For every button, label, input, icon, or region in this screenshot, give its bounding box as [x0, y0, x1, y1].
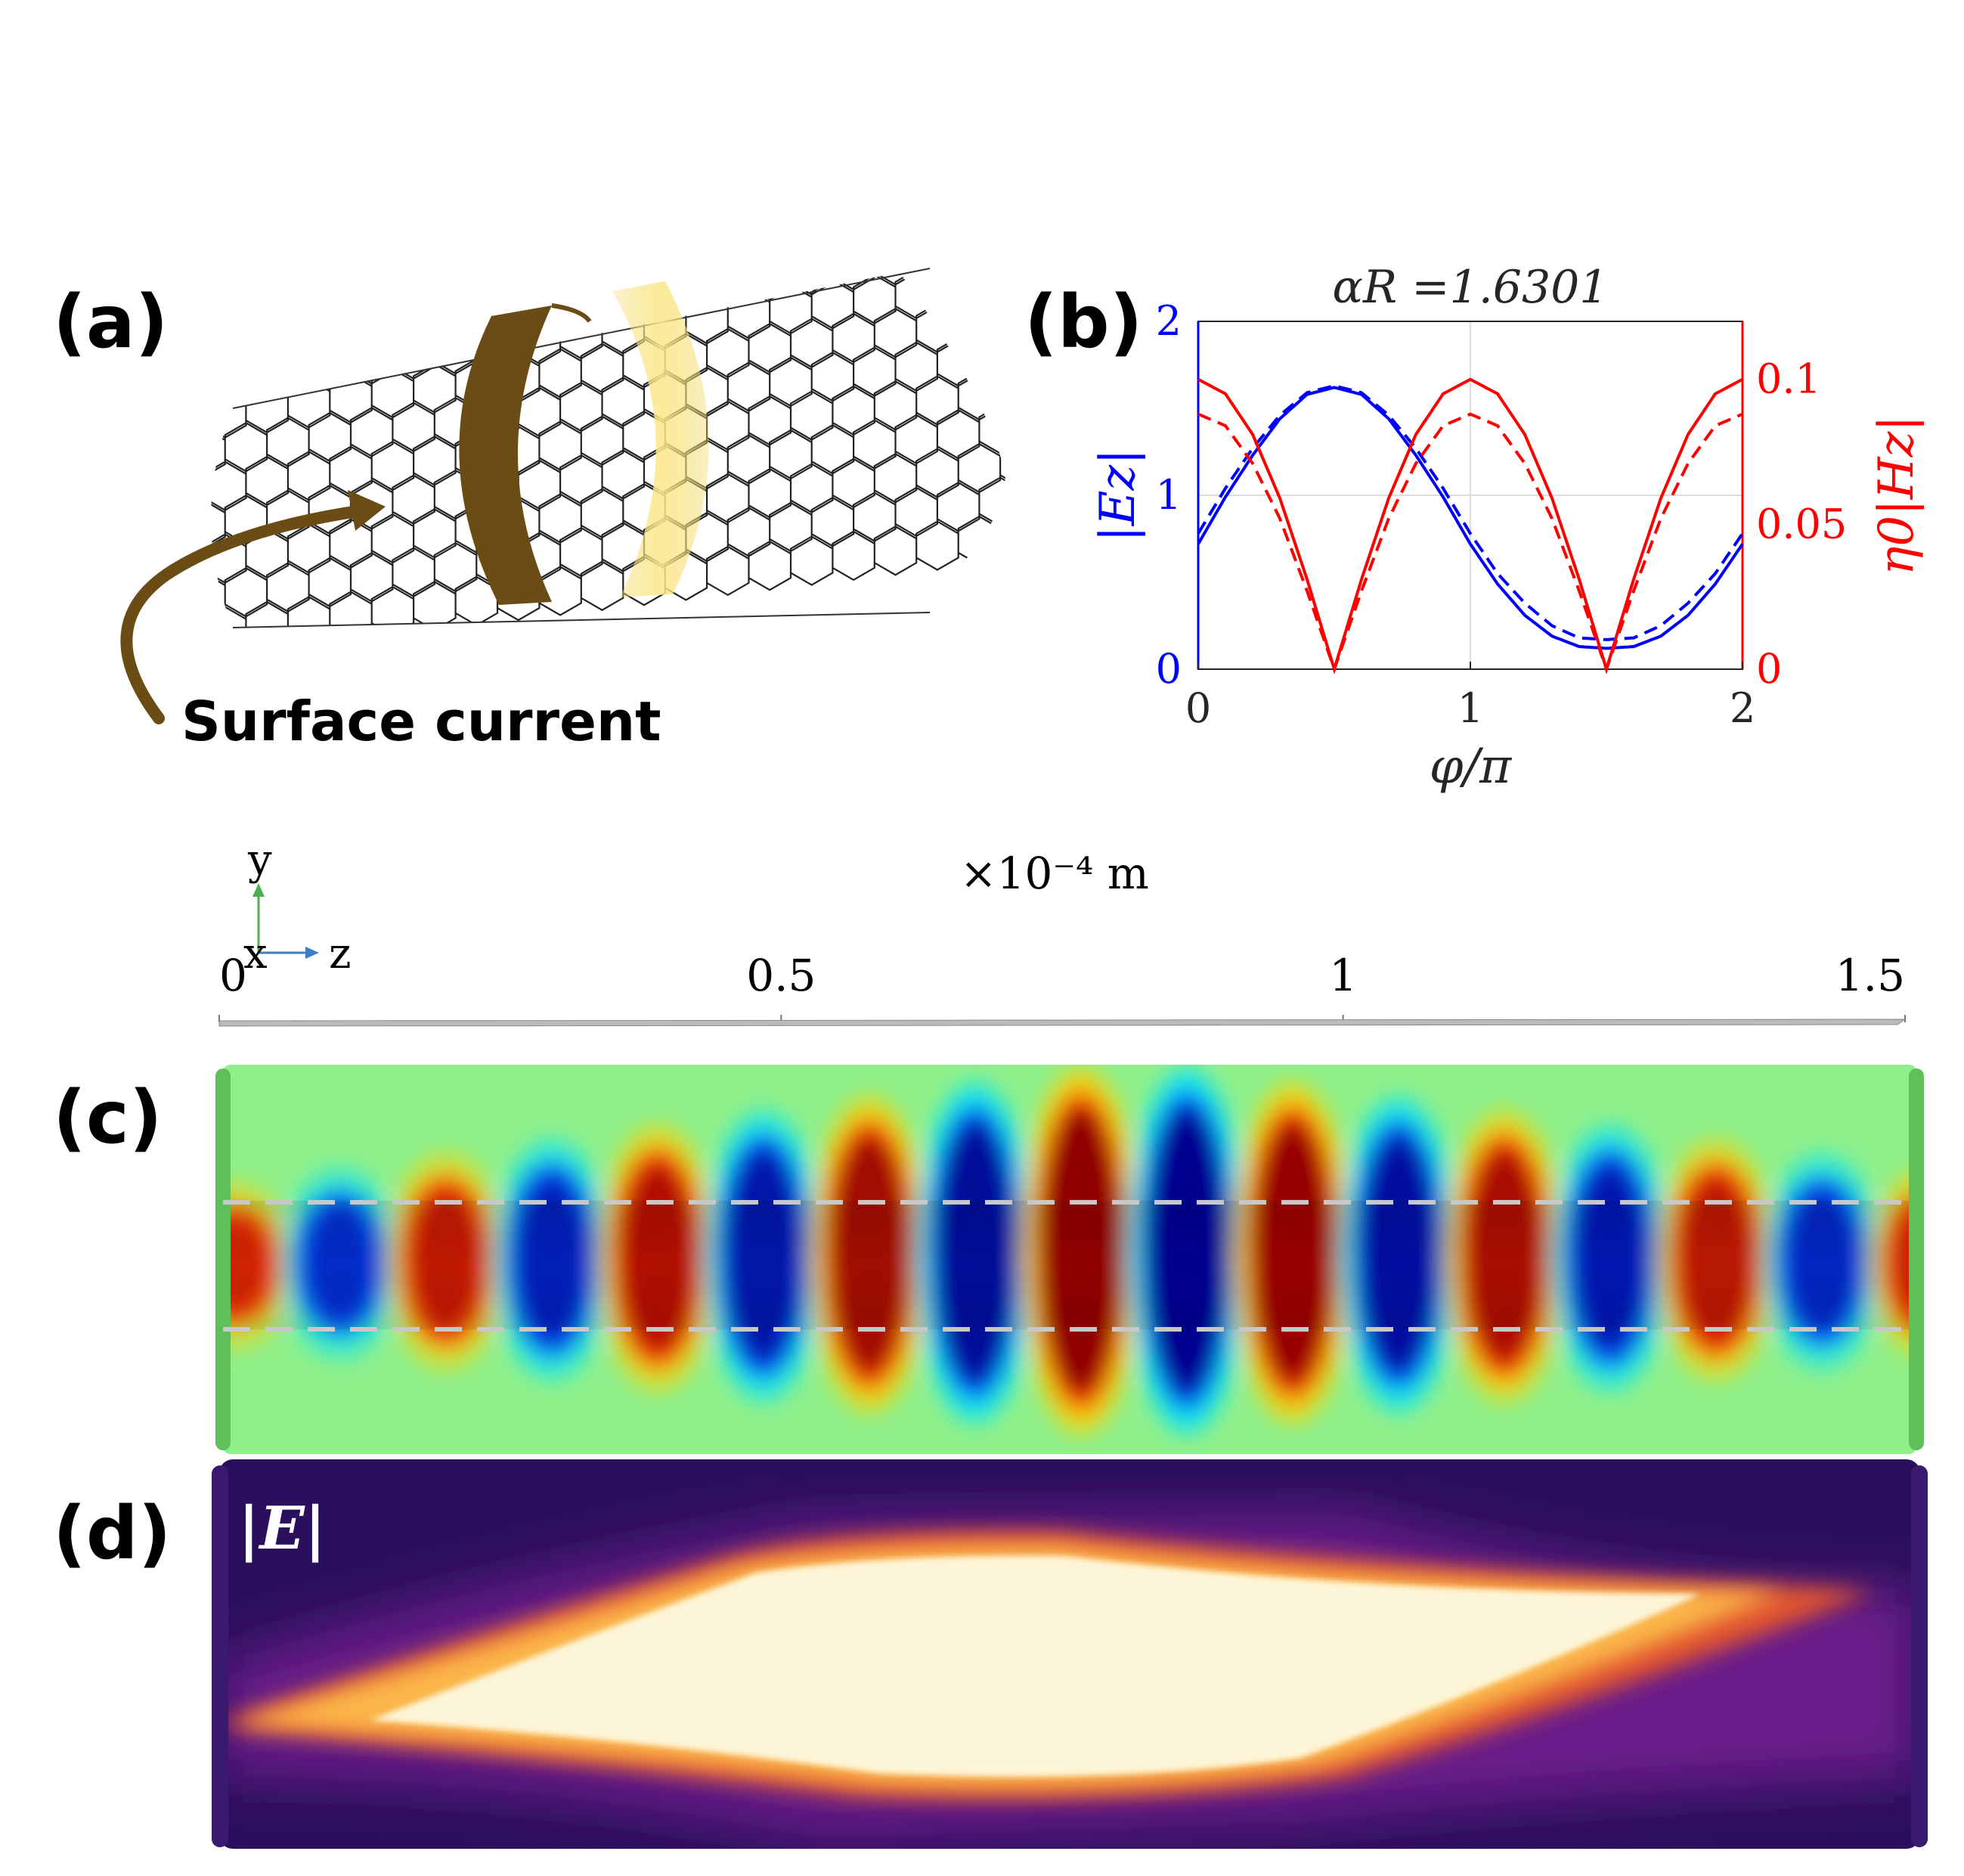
field-label: |E|	[238, 1494, 326, 1563]
series-line-0	[1197, 386, 1744, 650]
axis-x-label: x	[243, 929, 268, 978]
x-tick-label: 1	[1458, 684, 1483, 732]
z-ruler: ×10⁻⁴ m 0 0.5 1 1.5	[218, 848, 1907, 1027]
series-line-2	[1197, 377, 1743, 674]
axes-triad: y x z	[243, 836, 352, 978]
series-line-3	[1197, 412, 1743, 674]
series-line-1	[1197, 384, 1744, 641]
x-tick-label: 2	[1730, 684, 1755, 732]
surface-current-caption: Surface current	[181, 690, 661, 753]
y-left-tick-label: 1	[1156, 471, 1182, 519]
chart-title: αR =1.6301	[1333, 261, 1609, 314]
x-tick-label: 0	[1185, 684, 1211, 732]
y-right-tick-label: 0.1	[1756, 355, 1821, 403]
y-left-tick-label: 0	[1156, 645, 1182, 693]
z-axis-arrow-icon	[305, 947, 319, 959]
x-axis-label: φ/π	[1430, 739, 1512, 795]
nanotube-illustration	[120, 268, 1005, 724]
ez-field-map	[215, 1065, 1924, 1454]
y-right-tick-label: 0	[1756, 645, 1782, 693]
axis-z-label: z	[329, 929, 352, 978]
panel-c-label: (c)	[53, 1075, 163, 1160]
y-right-tick-label: 0.05	[1756, 500, 1847, 547]
surface-current-band	[459, 305, 552, 605]
arrowhead-icon	[348, 490, 386, 531]
ruler-tick-label: 0	[219, 950, 247, 1001]
yellow-ring	[612, 281, 709, 597]
panel-a-label: (a)	[53, 280, 169, 364]
y-right-axis-label: η0|Hz|	[1869, 415, 1925, 575]
y-axis-arrow-icon	[252, 883, 265, 897]
axis-y-label: y	[247, 836, 272, 885]
current-arrow	[120, 504, 369, 724]
y-left-axis-label: |Ez|	[1090, 448, 1146, 542]
tube-outline	[232, 268, 931, 628]
ruler-tick-label: 1	[1329, 950, 1357, 1001]
hot-region	[370, 1555, 1701, 1777]
ruler-unit: ×10⁻⁴ m	[960, 848, 1149, 899]
ruler-tick-label: 1.5	[1835, 950, 1905, 1001]
e-magnitude-map: |E|	[212, 1459, 1928, 1849]
panel-b-label: (b)	[1024, 280, 1143, 364]
ruler-tick-label: 0.5	[746, 950, 816, 1001]
y-left-tick-label: 2	[1156, 297, 1182, 345]
panel-d-label: (d)	[53, 1491, 172, 1576]
